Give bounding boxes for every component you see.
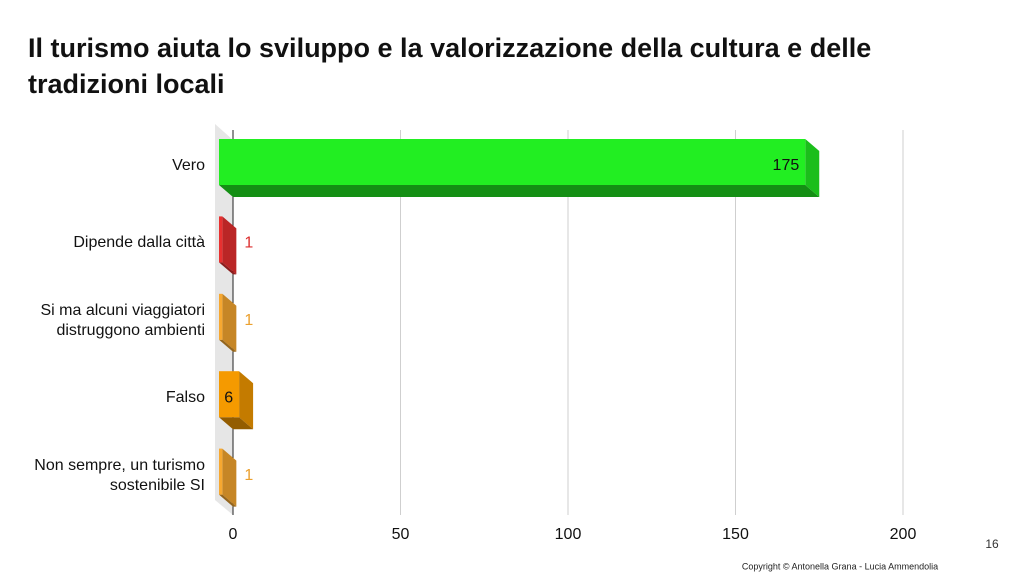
- bar-bottom: [219, 185, 820, 197]
- bar-side: [222, 448, 237, 507]
- bar-side: [239, 371, 254, 430]
- bar-side: [222, 293, 237, 352]
- copyright: Copyright © Antonella Grana - Lucia Amme…: [742, 561, 938, 571]
- bar: [219, 448, 223, 495]
- bar-bottom: [219, 494, 237, 507]
- x-tick-label: 150: [722, 526, 749, 543]
- category-label: Falso: [165, 389, 205, 407]
- bar-side: [805, 139, 820, 197]
- value-label: 175: [773, 157, 800, 174]
- value-label: 1: [244, 235, 253, 252]
- bar: [219, 216, 223, 263]
- bar-bottom: [219, 262, 237, 275]
- category-label: Dipende dalla città: [73, 234, 205, 252]
- bar-bottom: [219, 417, 254, 430]
- bar-side: [222, 216, 237, 275]
- x-tick-label: 0: [229, 526, 238, 543]
- value-label: 6: [224, 389, 233, 406]
- page-number: 16: [985, 537, 999, 551]
- bar: [219, 371, 240, 418]
- category-label: Non sempre, un turismo sostenibile SI: [34, 456, 205, 494]
- value-label: 1: [244, 312, 253, 329]
- bar: [219, 293, 223, 340]
- chart-title: Il turismo aiuta lo sviluppo e la valori…: [28, 33, 872, 99]
- category-label: Si ma alcuni viaggiatori distruggono amb…: [40, 301, 205, 339]
- x-tick-label: 100: [555, 526, 582, 543]
- bar: [219, 139, 806, 185]
- category-label: Vero: [172, 157, 205, 174]
- value-label: 1: [244, 467, 253, 484]
- x-tick-label: 200: [890, 526, 917, 543]
- x-tick-label: 50: [392, 526, 410, 543]
- bar-bottom: [219, 339, 237, 352]
